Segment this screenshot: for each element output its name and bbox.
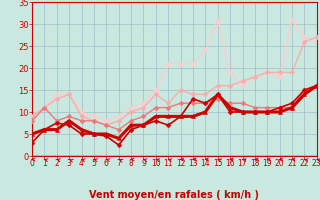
Text: Vent moyen/en rafales ( km/h ): Vent moyen/en rafales ( km/h ) <box>89 190 260 200</box>
